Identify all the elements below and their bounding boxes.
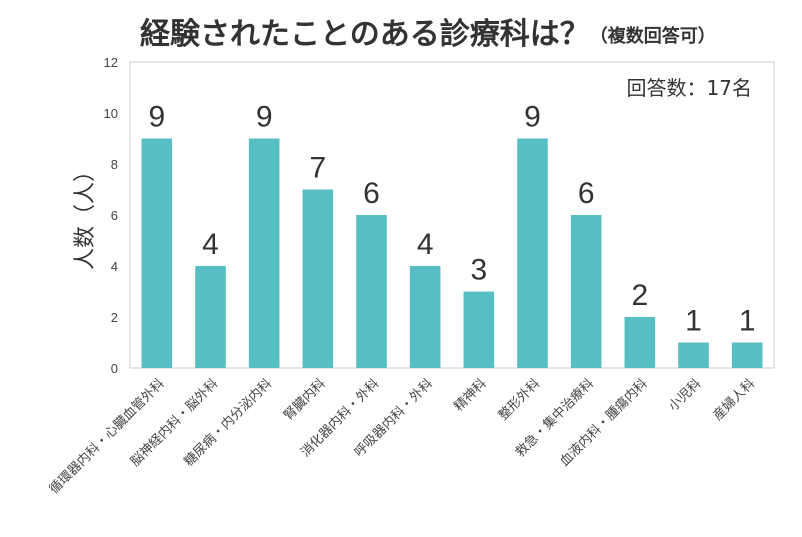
bars-group [141, 138, 763, 368]
bar [248, 138, 280, 368]
y-tick-label: 6 [111, 208, 118, 223]
bar [570, 215, 602, 368]
y-axis-label: 人数（人） [73, 160, 98, 270]
y-tick-label: 0 [111, 361, 118, 376]
y-tick-label: 10 [104, 106, 118, 121]
x-category-label: 整形外科 [496, 376, 543, 423]
bar-value-label: 6 [363, 177, 380, 210]
bar-value-label: 9 [148, 101, 165, 134]
bar [731, 342, 763, 368]
bar-value-label: 2 [631, 279, 648, 312]
bar-value-label: 1 [685, 305, 702, 338]
y-tick-label: 12 [104, 55, 118, 70]
x-category-label: 糖尿病・内分泌内科 [181, 376, 275, 470]
bar [463, 291, 495, 368]
bar-value-label: 4 [417, 228, 434, 261]
respondent-count-note: 回答数：17名 [627, 76, 752, 100]
chart-title-main: 経験されたことのある診療科は？ [140, 17, 590, 52]
bar [302, 189, 334, 368]
bar [409, 266, 441, 368]
y-axis-ticks: 0 2 4 6 8 10 12 [104, 55, 118, 376]
bar [624, 317, 656, 368]
bar-value-label: 1 [739, 305, 756, 338]
data-labels-group: 9 4 9 7 6 4 3 9 6 2 1 1 [148, 101, 755, 338]
x-category-label: 血液内科・腫瘍内科 [557, 376, 651, 470]
bar-value-label: 7 [309, 152, 326, 185]
x-category-label: 脳神経内科・脳外科 [127, 376, 221, 470]
x-category-label: 腎臓内科 [281, 376, 329, 424]
bar-value-label: 6 [578, 177, 595, 210]
bar-value-label: 9 [524, 101, 541, 134]
y-tick-label: 4 [111, 259, 118, 274]
bar [517, 138, 548, 368]
bar-value-label: 4 [202, 228, 219, 261]
x-category-label: 精神科 [451, 376, 489, 414]
bar-value-label: 9 [256, 101, 273, 134]
x-category-label: 産婦人科 [710, 376, 758, 424]
bar [678, 342, 709, 368]
y-tick-label: 2 [111, 310, 118, 325]
bar [356, 215, 387, 368]
x-category-label: 小児科 [666, 376, 704, 414]
bar [195, 266, 226, 368]
bar [141, 138, 173, 368]
y-tick-label: 8 [111, 157, 118, 172]
chart-title: 経験されたことのある診療科は？（複数回答可） [140, 17, 716, 52]
plot-area-frame [129, 61, 775, 369]
chart-subtitle: （複数回答可） [590, 25, 716, 47]
bar-value-label: 3 [470, 254, 487, 287]
